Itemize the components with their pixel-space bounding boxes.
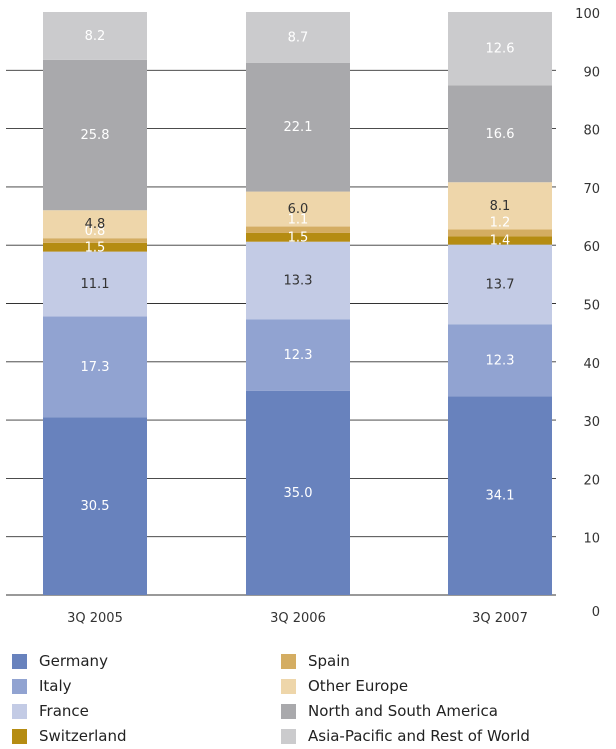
legend-swatch-france [12,703,27,719]
legend-label-france: France [39,702,89,720]
legend-label-switzerland: Switzerland [39,727,127,745]
data-label-germany-3q-2005: 30.5 [81,499,110,514]
bar-segment-switzerland-3q-2007 [448,236,552,245]
data-label-switzerland-3q-2007: 1.4 [490,234,511,249]
legend-item-other-europe: Other Europe [281,673,408,699]
data-label-spain-3q-2005: 0.8 [85,224,106,239]
legend-item-germany: Germany [12,648,108,674]
x-tick-label-3q-2007: 3Q 2007 [472,611,528,626]
legend-swatch-italy [12,678,27,694]
y-tick-label-30: 30 [583,415,600,430]
bar-segment-other-europe-3q-2007 [448,182,552,230]
data-label-germany-3q-2006: 35.0 [284,486,313,501]
y-tick-label-0: 0 [592,605,600,620]
data-label-italy-3q-2005: 17.3 [81,360,110,375]
data-label-asia-pacific-and-rest-of-world-3q-2005: 8.2 [85,29,106,44]
legend-item-italy: Italy [12,673,72,699]
data-label-spain-3q-2007: 1.2 [490,215,511,230]
data-label-other-europe-3q-2005: 4.8 [85,217,106,232]
bar-segment-asia-pacific-and-rest-of-world-3q-2005 [43,12,147,60]
x-tick-label-3q-2005: 3Q 2005 [67,611,123,626]
stacked-bar-chart: 0 10 20 30 40 50 60 70 80 90 100 30.5 17.3 11.1 1.5 0.8… [6,7,600,626]
chart-legend: Germany Italy France Switzerland Spain O… [0,648,616,748]
bar-segment-switzerland-3q-2005 [43,242,147,252]
data-label-italy-3q-2006: 12.3 [284,348,313,363]
legend-label-other-europe: Other Europe [308,677,409,695]
legend-item-france: France [12,698,89,724]
data-label-italy-3q-2007: 12.3 [486,353,515,368]
bar-segment-other-europe-3q-2005 [43,210,147,239]
data-label-switzerland-3q-2006: 1.5 [288,231,309,246]
data-label-france-3q-2007: 13.7 [486,278,515,293]
bar-segment-other-europe-3q-2006 [246,191,350,227]
y-tick-label-50: 50 [583,299,600,314]
bar-segment-north-and-south-america-3q-2007 [448,85,552,183]
y-tick-label-80: 80 [583,124,600,139]
data-label-switzerland-3q-2005: 1.5 [85,241,106,256]
y-tick-label-60: 60 [583,240,600,255]
bar-segment-switzerland-3q-2006 [246,232,350,242]
data-label-other-europe-3q-2007: 8.1 [490,199,511,214]
legend-swatch-spain [281,653,296,669]
data-label-asia-pacific-and-rest-of-world-3q-2006: 8.7 [288,30,309,45]
y-tick-label-10: 10 [583,532,600,547]
legend-label-germany: Germany [39,652,108,670]
data-label-north-and-south-america-3q-2007: 16.6 [486,127,515,142]
bar-segment-spain-3q-2005 [43,238,147,243]
legend-label-italy: Italy [39,677,72,695]
legend-item-north-and-south-america: North and South America [281,698,498,724]
bar-segment-germany-3q-2005 [43,417,147,595]
bar-segment-france-3q-2006 [246,241,350,320]
legend-label-asia-pacific-and-rest-of-world: Asia-Pacific and Rest of World [308,727,530,745]
data-label-germany-3q-2007: 34.1 [486,489,515,504]
bar-segment-italy-3q-2006 [246,319,350,391]
legend-swatch-other-europe [281,678,296,694]
legend-item-asia-pacific-and-rest-of-world: Asia-Pacific and Rest of World [281,723,530,749]
bar-segment-north-and-south-america-3q-2006 [246,62,350,192]
data-label-north-and-south-america-3q-2006: 22.1 [284,120,313,135]
legend-item-spain: Spain [281,648,350,674]
bar-segment-italy-3q-2005 [43,316,147,418]
x-tick-label-3q-2006: 3Q 2006 [270,611,326,626]
data-label-france-3q-2005: 11.1 [81,277,110,292]
y-tick-label-20: 20 [583,473,600,488]
bar-segment-germany-3q-2007 [448,396,552,595]
bar-segment-spain-3q-2007 [448,229,552,237]
bar-segment-spain-3q-2006 [246,226,350,233]
legend-swatch-switzerland [12,728,27,744]
bar-segment-asia-pacific-and-rest-of-world-3q-2007 [448,12,552,86]
legend-label-north-and-south-america: North and South America [308,702,498,720]
legend-swatch-germany [12,653,27,669]
data-label-other-europe-3q-2006: 6.0 [288,202,309,217]
legend-swatch-asia-pacific-and-rest-of-world [281,728,296,744]
data-label-asia-pacific-and-rest-of-world-3q-2007: 12.6 [486,42,515,57]
bar-segment-asia-pacific-and-rest-of-world-3q-2006 [246,12,350,63]
legend-item-switzerland: Switzerland [12,723,127,749]
bar-segment-france-3q-2007 [448,244,552,325]
y-tick-label-40: 40 [583,357,600,372]
bar-segment-france-3q-2005 [43,251,147,317]
data-label-france-3q-2006: 13.3 [284,273,313,288]
legend-swatch-north-and-south-america [281,703,296,719]
y-tick-label-100: 100 [575,7,600,22]
bar-segment-north-and-south-america-3q-2005 [43,59,147,211]
data-label-north-and-south-america-3q-2005: 25.8 [81,128,110,143]
legend-label-spain: Spain [308,652,350,670]
bar-segment-italy-3q-2007 [448,324,552,397]
y-tick-label-70: 70 [583,182,600,197]
data-label-spain-3q-2006: 1.1 [288,213,309,228]
bar-segment-germany-3q-2006 [246,390,350,595]
y-tick-label-90: 90 [583,65,600,80]
